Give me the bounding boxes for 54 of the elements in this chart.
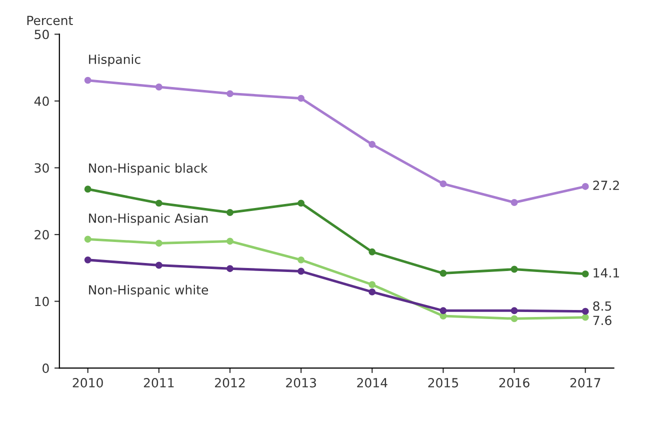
data-label: 14.1 <box>594 268 619 278</box>
point <box>440 180 447 188</box>
point <box>84 76 92 84</box>
point <box>298 200 305 207</box>
x-tick-label: 2012 <box>214 378 245 388</box>
series-label: Non-Hispanic black <box>89 163 208 176</box>
point <box>155 84 162 90</box>
x-tick-label: 2014 <box>357 378 388 388</box>
y-tick-label: 10 <box>35 296 49 306</box>
y-tick-label: 0 <box>42 364 49 374</box>
point <box>582 270 589 278</box>
point <box>226 265 234 272</box>
point <box>368 248 376 256</box>
x-tick-label: 2010 <box>72 378 103 388</box>
series-label: Non-Hispanic white <box>89 284 208 298</box>
point <box>440 270 447 277</box>
y-axis-title: Percent <box>27 16 73 26</box>
x-tick-label: 2013 <box>286 378 316 388</box>
point <box>582 308 589 315</box>
y-tick-label: 20 <box>34 230 49 240</box>
point <box>155 262 162 269</box>
point <box>510 315 518 322</box>
point <box>440 307 447 314</box>
point <box>155 240 162 247</box>
point <box>226 209 234 216</box>
point <box>368 140 376 148</box>
point <box>298 94 305 102</box>
point <box>84 236 92 243</box>
series-label: Hispanic <box>89 54 140 66</box>
point <box>298 256 305 264</box>
y-tick-label: 50 <box>34 30 49 40</box>
y-tick-label: 40 <box>34 96 49 106</box>
point <box>155 200 162 207</box>
point <box>582 183 589 190</box>
point <box>84 186 92 193</box>
point <box>510 307 518 314</box>
y-tick-label: 30 <box>34 163 49 173</box>
point <box>582 314 589 321</box>
point <box>226 238 234 245</box>
point <box>368 288 376 296</box>
data-label: 7.6 <box>593 316 612 326</box>
x-tick-label: 2015 <box>428 378 458 388</box>
point <box>226 90 234 98</box>
x-tick-label: 2016 <box>499 378 530 388</box>
point <box>84 256 92 264</box>
point <box>510 199 518 206</box>
x-tick-label: 2011 <box>144 378 174 388</box>
x-tick-label: 2017 <box>570 378 600 388</box>
data-label: 27.2 <box>593 180 619 190</box>
point <box>368 281 376 288</box>
data-label: 8.5 <box>593 301 612 311</box>
point <box>298 268 305 275</box>
point <box>510 266 518 273</box>
series-label: Non-Hispanic Asian <box>89 213 208 226</box>
